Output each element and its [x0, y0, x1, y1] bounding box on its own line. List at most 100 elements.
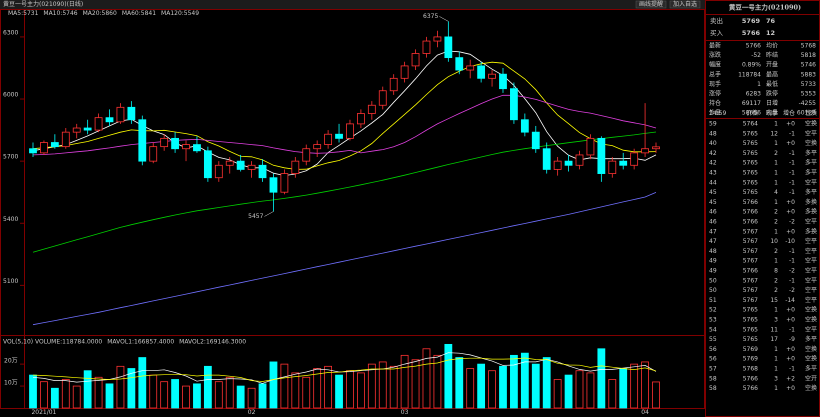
- candle-body: [597, 137, 606, 174]
- quote-panel: [705, 0, 820, 417]
- candle-body: [72, 127, 81, 133]
- trade-cell: 5765: [743, 140, 758, 147]
- candle-body: [247, 164, 256, 170]
- stat-value: 5353: [801, 91, 816, 98]
- trade-cell: +0: [786, 385, 795, 392]
- volume-bar: [214, 381, 223, 409]
- candle-body: [50, 142, 59, 148]
- extreme-label: 6375: [423, 13, 438, 20]
- volume-bar: [586, 372, 595, 409]
- candle-body: [641, 148, 649, 154]
- trade-cell: 空开: [805, 374, 817, 382]
- x-tick-label: 04: [641, 409, 649, 416]
- volume-bar: [160, 381, 169, 409]
- volume-bar: [346, 370, 354, 409]
- trade-cell: 空平: [805, 296, 817, 304]
- trade-cell: 5765: [743, 130, 758, 137]
- trade-cell: 5767: [743, 248, 758, 255]
- volume-bar: [619, 368, 628, 409]
- candle-body: [499, 73, 507, 90]
- candle-body: [477, 65, 486, 79]
- trade-cell: 2: [774, 150, 778, 157]
- trade-cell: -1: [789, 160, 795, 167]
- candle-body: [564, 160, 573, 166]
- stat-value: 58656: [742, 110, 761, 117]
- trade-cell: 48: [709, 248, 717, 255]
- trade-cell: 53: [709, 317, 717, 324]
- trade-cell: +2: [786, 375, 795, 382]
- candle-body: [510, 88, 518, 121]
- candle-body: [160, 137, 169, 148]
- button[interactable]: [669, 0, 701, 9]
- stat-label: 外盘: [709, 109, 721, 117]
- candle-body: [542, 148, 551, 170]
- trade-cell: 47: [709, 238, 717, 245]
- trade-cell: 多平: [805, 159, 817, 167]
- volume-bar: [269, 361, 278, 409]
- volume-bar: [520, 352, 529, 409]
- trade-cell: 47: [709, 228, 717, 235]
- candle-body: [400, 65, 409, 79]
- candle-body: [356, 113, 365, 125]
- button-label[interactable]: 画线提醒: [639, 0, 663, 8]
- volume-bar: [193, 383, 201, 409]
- trade-cell: 5767: [743, 228, 758, 235]
- quote-volume: 76: [766, 17, 776, 25]
- volume-bar: [116, 365, 125, 409]
- trade-cell: 5767: [743, 287, 758, 294]
- trade-cell: 5768: [743, 366, 758, 373]
- trade-cell: 1: [774, 140, 778, 147]
- y-tick-label: 10万: [4, 380, 18, 387]
- label-leader: [439, 16, 449, 22]
- candle-body: [433, 36, 442, 42]
- volume-bar: [335, 374, 343, 409]
- stat-label: 均价: [766, 42, 778, 50]
- trade-cell: 2: [774, 219, 778, 226]
- stat-label: 日增: [766, 99, 778, 107]
- trade-cell: 多换: [805, 198, 817, 206]
- trade-cell: 1: [774, 199, 778, 206]
- stat-value: 60128: [797, 110, 816, 117]
- trade-cell: -1: [789, 258, 795, 265]
- button-label[interactable]: 加入自选: [673, 0, 697, 8]
- ma-line: [32, 192, 657, 326]
- trade-cell: 多平: [805, 149, 817, 157]
- legend-entry: MA60:5841: [122, 10, 156, 17]
- trade-cell: 5765: [743, 170, 758, 177]
- trade-cell: 5766: [743, 209, 758, 216]
- volume-bar: [203, 365, 212, 409]
- trade-cell: 5766: [743, 268, 758, 275]
- trade-cell: -2: [789, 287, 795, 294]
- trade-cell: 空换: [805, 345, 817, 353]
- trade-cell: 5765: [743, 336, 758, 343]
- y-tick-label: 5700: [3, 154, 18, 161]
- stat-value: 6283: [746, 91, 761, 98]
- toolbar: [0, 0, 705, 9]
- trade-cell: 44: [709, 179, 717, 186]
- candle-body: [313, 144, 322, 150]
- trade-cell: 46: [709, 219, 717, 226]
- volume-bar: [83, 370, 92, 409]
- trade-cell: -1: [789, 326, 795, 333]
- candle-body: [280, 173, 289, 193]
- quote-label: 卖出: [710, 16, 723, 25]
- stat-value: 69117: [742, 100, 761, 107]
- trade-cell: -1: [789, 130, 795, 137]
- candle-body: [149, 146, 158, 162]
- trade-cell: -1: [789, 248, 795, 255]
- trade-cell: +0: [786, 228, 795, 235]
- trade-cell: 1: [774, 160, 778, 167]
- candle-body: [389, 77, 398, 92]
- volume-bar: [138, 357, 147, 409]
- button[interactable]: [635, 0, 667, 9]
- trade-cell: -1: [789, 366, 795, 373]
- volume-bar: [455, 357, 464, 409]
- trade-cell: 1: [774, 179, 778, 186]
- candle-body: [575, 154, 584, 166]
- trade-cell: -9: [789, 336, 795, 343]
- stat-value: -52: [751, 52, 761, 59]
- candle-body: [422, 40, 431, 54]
- trade-cell: 1: [774, 170, 778, 177]
